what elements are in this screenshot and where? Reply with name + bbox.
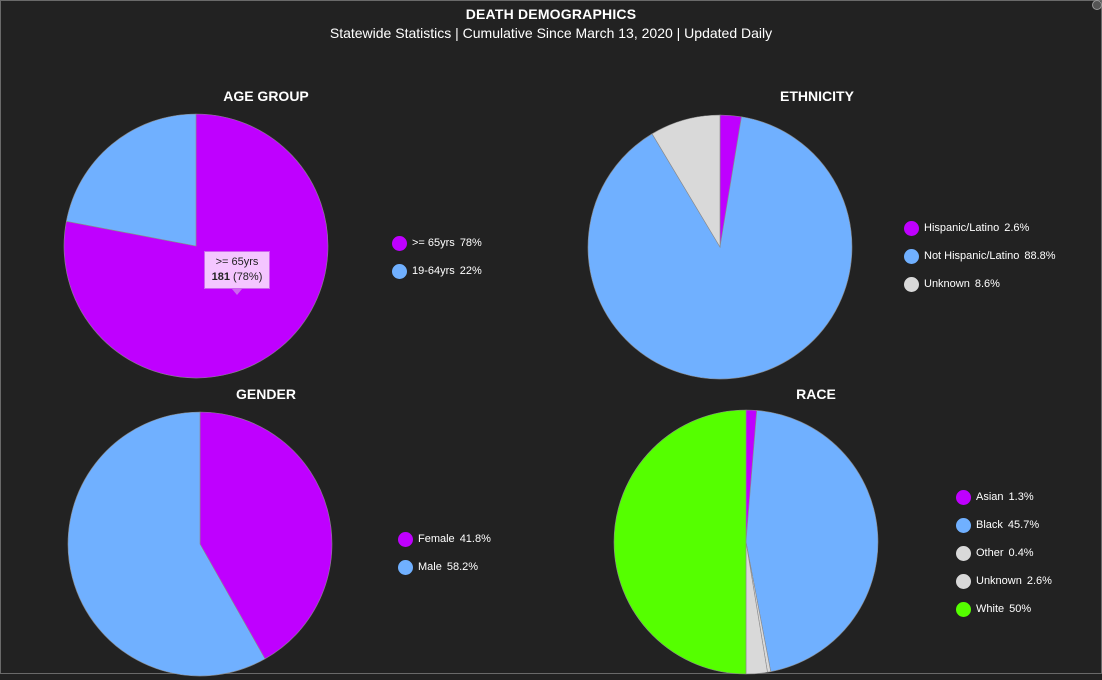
legend-swatch-icon bbox=[398, 531, 413, 547]
race-legend: Asian 1.3% Black 45.7% Other 0.4% Unknown 2.6% W… bbox=[956, 483, 1052, 623]
legend-swatch-icon bbox=[392, 235, 407, 251]
legend-item-other[interactable]: Other 0.4% bbox=[956, 539, 1052, 567]
legend-swatch-icon bbox=[392, 263, 407, 279]
age-group-tooltip: >= 65yrs 181 (78%) bbox=[204, 251, 270, 289]
tooltip-count: 181 bbox=[211, 271, 230, 283]
legend-item-asian[interactable]: Asian 1.3% bbox=[956, 483, 1052, 511]
legend-value: 1.3% bbox=[1008, 491, 1034, 503]
age-group-title: AGE GROUP bbox=[223, 88, 309, 104]
page-subtitle: Statewide Statistics | Cumulative Since … bbox=[329, 25, 773, 41]
legend-swatch-icon bbox=[904, 248, 919, 264]
legend-label: Female bbox=[418, 533, 455, 545]
pie-slice-not-hispanic-latino[interactable] bbox=[587, 116, 853, 380]
tooltip-percent: (78%) bbox=[233, 271, 263, 283]
legend-label: Male bbox=[418, 561, 442, 573]
gender-title: GENDER bbox=[236, 386, 296, 402]
legend-label: Black bbox=[976, 519, 1003, 531]
legend-value: 45.7% bbox=[1007, 519, 1040, 531]
gender-legend: Female 41.8% Male 58.2% bbox=[398, 525, 491, 581]
legend-value: 2.6% bbox=[1004, 222, 1030, 234]
legend-value: 58.2% bbox=[446, 561, 479, 573]
legend-swatch-icon bbox=[956, 517, 971, 533]
legend-label: Hispanic/Latino bbox=[924, 222, 1000, 234]
legend-value: 22% bbox=[459, 265, 482, 277]
legend-item-65yrs[interactable]: >= 65yrs 78% bbox=[392, 229, 482, 257]
pie-slice-white[interactable] bbox=[613, 409, 747, 675]
legend-item-female[interactable]: Female 41.8% bbox=[398, 525, 491, 553]
legend-label: Other bbox=[976, 547, 1004, 559]
page-title: DEATH DEMOGRAPHICS bbox=[465, 6, 637, 22]
legend-item-male[interactable]: Male 58.2% bbox=[398, 553, 491, 581]
legend-item-white[interactable]: White 50% bbox=[956, 595, 1052, 623]
legend-item-unknown[interactable]: Unknown 2.6% bbox=[956, 567, 1052, 595]
gender-pie[interactable] bbox=[64, 408, 336, 680]
ethnicity-title: ETHNICITY bbox=[780, 88, 854, 104]
legend-swatch-icon bbox=[956, 601, 971, 617]
legend-item-hispanic-latino[interactable]: Hispanic/Latino 2.6% bbox=[904, 214, 1056, 242]
legend-value: 8.6% bbox=[974, 278, 1000, 290]
legend-label: Not Hispanic/Latino bbox=[924, 250, 1020, 262]
legend-value: 2.6% bbox=[1026, 575, 1052, 587]
legend-label: >= 65yrs bbox=[412, 237, 455, 249]
legend-label: 19-64yrs bbox=[412, 265, 455, 277]
legend-item-19-64yrs[interactable]: 19-64yrs 22% bbox=[392, 257, 482, 285]
legend-value: 50% bbox=[1009, 603, 1032, 615]
legend-label: Unknown bbox=[924, 278, 970, 290]
tooltip-arrow bbox=[232, 289, 242, 295]
tooltip-label: >= 65yrs bbox=[215, 256, 259, 268]
pie-slice-black[interactable] bbox=[745, 410, 879, 673]
tooltip-value: 181 (78%) bbox=[205, 270, 269, 285]
age-group-legend: >= 65yrs 78% 19-64yrs 22% bbox=[392, 229, 482, 285]
legend-value: 0.4% bbox=[1008, 547, 1034, 559]
legend-value: 41.8% bbox=[459, 533, 491, 545]
legend-swatch-icon bbox=[956, 489, 971, 505]
legend-label: Unknown bbox=[976, 575, 1022, 587]
legend-label: Asian bbox=[976, 491, 1004, 503]
legend-swatch-icon bbox=[956, 545, 971, 561]
legend-item-unknown[interactable]: Unknown 8.6% bbox=[904, 270, 1056, 298]
race-title: RACE bbox=[796, 386, 836, 402]
legend-swatch-icon bbox=[398, 559, 413, 575]
legend-item-not-hispanic-latino[interactable]: Not Hispanic/Latino 88.8% bbox=[904, 242, 1056, 270]
race-pie[interactable] bbox=[610, 406, 882, 678]
legend-swatch-icon bbox=[904, 276, 919, 292]
ethnicity-legend: Hispanic/Latino 2.6% Not Hispanic/Latino 88… bbox=[904, 214, 1056, 298]
legend-label: White bbox=[976, 603, 1005, 615]
age-group-pie[interactable] bbox=[60, 110, 332, 382]
legend-value: 78% bbox=[459, 237, 482, 249]
pie-slice-female[interactable] bbox=[199, 411, 333, 660]
pie-slice-unknown[interactable] bbox=[651, 114, 721, 249]
legend-swatch-icon bbox=[956, 573, 971, 589]
ethnicity-pie[interactable] bbox=[584, 111, 856, 383]
legend-swatch-icon bbox=[904, 220, 919, 236]
header: DEATH DEMOGRAPHICS Statewide Statistics … bbox=[0, 6, 1102, 41]
pie-slice-19-64yrs[interactable] bbox=[65, 113, 197, 247]
legend-item-black[interactable]: Black 45.7% bbox=[956, 511, 1052, 539]
legend-value: 88.8% bbox=[1024, 250, 1056, 262]
